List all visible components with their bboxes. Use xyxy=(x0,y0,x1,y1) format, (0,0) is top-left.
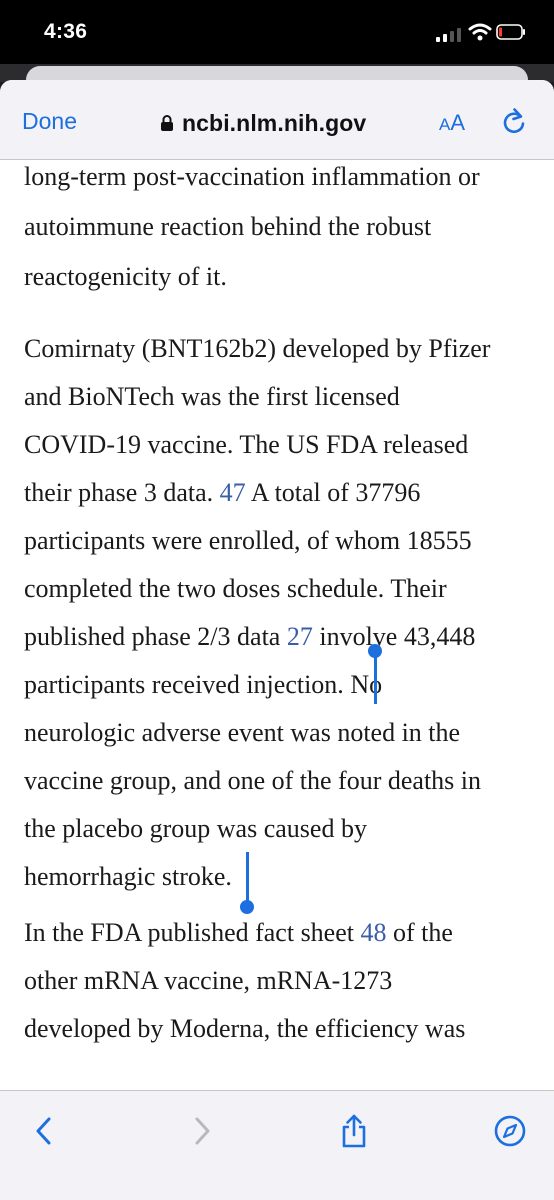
text-line: and BioNTech was the first licensed xyxy=(24,382,400,411)
browser-sheet: Done ncbi.nlm.nih.gov AA xyxy=(0,64,554,1200)
back-icon xyxy=(36,1117,51,1145)
text-size-button[interactable]: AA xyxy=(439,110,465,136)
article-content: long-term post-vaccination inflammation … xyxy=(24,160,534,1090)
text-segment: participants received injection. xyxy=(24,670,351,699)
back-button[interactable] xyxy=(22,1109,66,1153)
signal-icon xyxy=(436,26,462,42)
reference-link[interactable]: 47 xyxy=(219,478,246,507)
text-segment: their phase 3 data. xyxy=(24,478,220,507)
text-size-small-label: A xyxy=(439,115,451,134)
selected-text[interactable]: vaccine group, and one of the four death… xyxy=(24,766,482,795)
selected-text[interactable]: the placebo group was caused by xyxy=(24,814,367,843)
selection-start-caret xyxy=(374,650,377,704)
reference-link[interactable]: 48 xyxy=(360,918,387,947)
selected-text[interactable]: hemorrhagic stroke. xyxy=(24,862,232,891)
done-button[interactable]: Done xyxy=(22,108,77,134)
forward-button[interactable] xyxy=(180,1109,224,1153)
text-line: In the FDA published fact sheet 48 of th… xyxy=(24,918,453,948)
text-line: published phase 2/3 data 27 involve 43,4… xyxy=(24,622,475,652)
text-segment: involve 43,448 xyxy=(312,622,476,651)
url-display[interactable]: ncbi.nlm.nih.gov xyxy=(160,108,366,138)
text-segment: published phase 2/3 data xyxy=(24,622,287,651)
status-time: 4:36 xyxy=(44,20,88,43)
status-bar: 4:36 xyxy=(0,0,554,64)
text-line: reactogenicity of it. xyxy=(24,262,227,291)
text-line: COVID-19 vaccine. The US FDA released xyxy=(24,430,469,459)
share-button[interactable] xyxy=(332,1109,376,1153)
text-line: long-term post-vaccination inflammation … xyxy=(24,162,480,191)
selected-text[interactable]: neurologic adverse event was noted in th… xyxy=(24,718,461,747)
battery-icon xyxy=(496,24,525,40)
browser-page: Done ncbi.nlm.nih.gov AA xyxy=(0,80,554,1200)
text-line: their phase 3 data. 47 A total of 37796 xyxy=(24,478,420,508)
lock-icon xyxy=(161,115,173,131)
selected-text[interactable]: No xyxy=(350,670,383,699)
text-line: other mRNA vaccine, mRNA-1273 xyxy=(24,966,393,995)
text-segment: In the FDA published fact sheet xyxy=(24,918,361,947)
text-line: autoimmune reaction behind the robust xyxy=(24,212,432,241)
text-segment: A total of 37796 xyxy=(245,478,421,507)
share-icon xyxy=(342,1114,366,1148)
text-line: participants were enrolled, of whom 1855… xyxy=(24,526,472,555)
text-line: completed the two doses schedule. Their xyxy=(24,574,447,603)
text-segment: of the xyxy=(386,918,453,947)
forward-icon xyxy=(195,1117,210,1145)
reference-link[interactable]: 27 xyxy=(286,622,313,651)
url-text: ncbi.nlm.nih.gov xyxy=(182,109,367,136)
reload-icon[interactable] xyxy=(500,107,528,137)
browser-toolbar xyxy=(0,1090,554,1200)
text-line: Comirnaty (BNT162b2) developed by Pfizer xyxy=(24,334,491,363)
wifi-icon xyxy=(468,23,492,41)
selection-end-handle[interactable] xyxy=(240,900,254,914)
text-size-large-label: A xyxy=(450,110,466,135)
selection-end-caret xyxy=(246,852,249,904)
compass-icon xyxy=(494,1115,526,1147)
browser-nav-bar: Done ncbi.nlm.nih.gov AA xyxy=(0,80,554,160)
text-line: participants received injection. No xyxy=(24,670,382,700)
bookmarks-button[interactable] xyxy=(488,1109,532,1153)
text-line: developed by Moderna, the efficiency was xyxy=(24,1014,466,1043)
